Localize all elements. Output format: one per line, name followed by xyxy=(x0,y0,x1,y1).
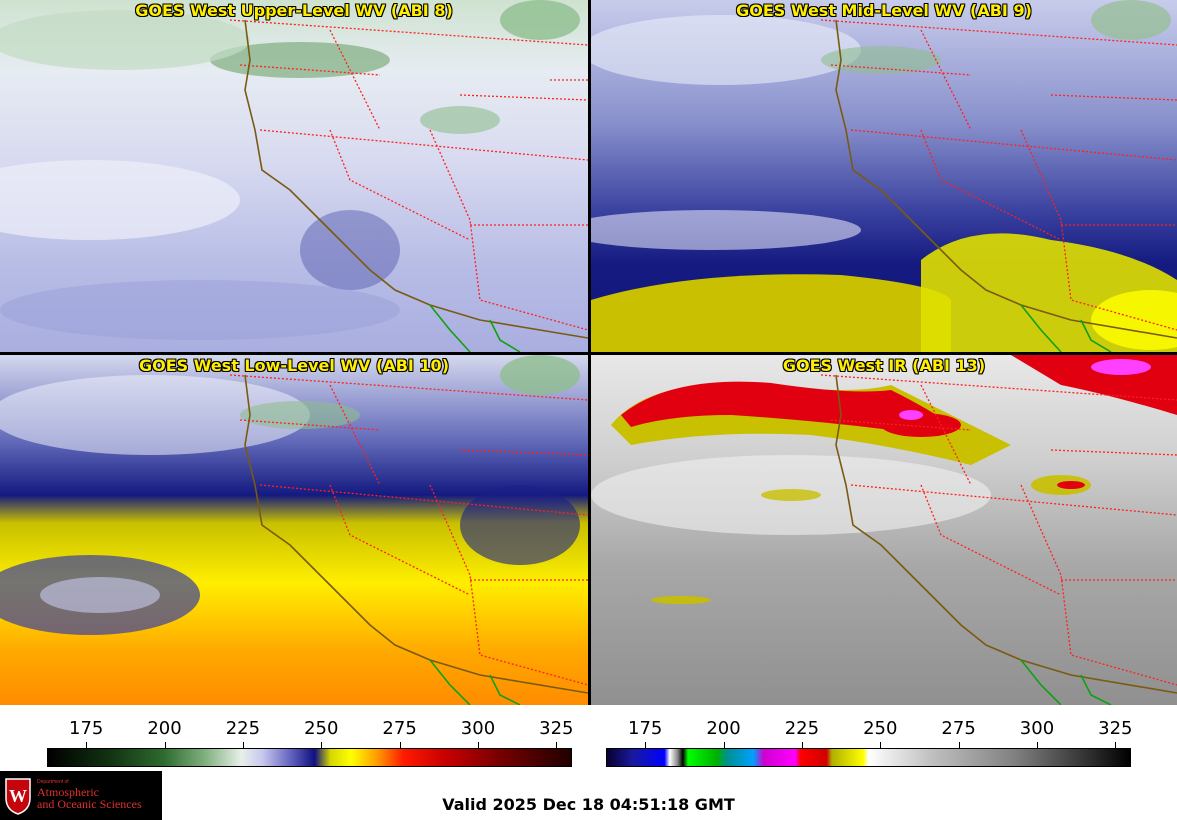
colorbar-tick-label: 175 xyxy=(68,718,104,739)
logo-line1: Atmospheric xyxy=(37,784,99,799)
colorbar-tick-label: 250 xyxy=(863,718,898,739)
colorbar-tick-label: 300 xyxy=(460,718,496,739)
colorbar-tick-label: 225 xyxy=(784,718,820,739)
wv-colorbar-ticks: 175 200 225 250 275 300 325 xyxy=(47,718,574,740)
wv-colorbar: 175 200 225 250 275 300 325 xyxy=(47,708,574,770)
ir-colorbar: 175 200 225 250 275 300 325 xyxy=(606,708,1133,770)
logo-dept-label: Department of xyxy=(37,779,69,786)
colorbar-tick-label: 325 xyxy=(1098,718,1133,739)
colorbar-tick-mark xyxy=(801,742,803,748)
colorbar-tick-label: 200 xyxy=(706,718,741,739)
valid-time-label: Valid 2025 Dec 18 04:51:18 GMT xyxy=(442,795,735,814)
colorbar-tick-mark xyxy=(880,742,882,748)
colorbar-tick-mark xyxy=(86,742,88,748)
panel-title: GOES West Upper-Level WV (ABI 8) xyxy=(135,1,453,20)
colorbar-tick-mark xyxy=(477,742,479,748)
colorbar-tick-mark xyxy=(723,742,725,748)
upper-level-wv-map xyxy=(0,0,588,352)
infrared-panel: GOES West IR (ABI 13) xyxy=(591,355,1177,705)
colorbar-tick-mark xyxy=(164,742,166,748)
colorbar-tick-mark xyxy=(556,742,558,748)
colorbar-tick-mark xyxy=(321,742,323,748)
colorbar-tick-mark xyxy=(399,742,401,748)
colorbar-tick-label: 225 xyxy=(225,718,261,739)
ir-colorbar-gradient xyxy=(606,748,1131,767)
uw-crest-icon: W xyxy=(3,776,33,816)
colorbar-tick-label: 300 xyxy=(1019,718,1055,739)
colorbar-tick-label: 325 xyxy=(539,718,574,739)
colorbar-tick-label: 275 xyxy=(941,718,976,739)
mid-level-wv-panel: GOES West Mid-Level WV (ABI 9) xyxy=(591,0,1177,352)
colorbar-tick-mark xyxy=(1115,742,1117,748)
low-level-wv-panel: GOES West Low-Level WV (ABI 10) xyxy=(0,355,588,705)
colorbar-tick-label: 250 xyxy=(304,718,339,739)
panel-divider xyxy=(0,352,1177,355)
infrared-map xyxy=(591,355,1177,705)
ir-colorbar-ticks: 175 200 225 250 275 300 325 xyxy=(606,718,1133,740)
panel-title: GOES West IR (ABI 13) xyxy=(782,356,986,375)
colorbar-tick-label: 275 xyxy=(382,718,417,739)
colorbar-tick-mark xyxy=(1036,742,1038,748)
colorbar-tick-mark xyxy=(645,742,647,748)
aos-logo: W Department of Atmospheric and Oceanic … xyxy=(0,771,162,820)
colorbar-tick-mark xyxy=(958,742,960,748)
colorbar-tick-mark xyxy=(242,742,244,748)
logo-line2: and Oceanic Sciences xyxy=(37,797,142,812)
low-level-wv-map xyxy=(0,355,588,705)
mid-level-wv-map xyxy=(591,0,1177,352)
upper-level-wv-panel: GOES West Upper-Level WV (ABI 8) xyxy=(0,0,588,352)
wv-colorbar-gradient xyxy=(47,748,572,767)
svg-text:W: W xyxy=(9,786,27,806)
colorbar-tick-label: 175 xyxy=(627,718,663,739)
panel-title: GOES West Mid-Level WV (ABI 9) xyxy=(736,1,1032,20)
colorbar-tick-label: 200 xyxy=(147,718,182,739)
panel-title: GOES West Low-Level WV (ABI 10) xyxy=(138,356,449,375)
